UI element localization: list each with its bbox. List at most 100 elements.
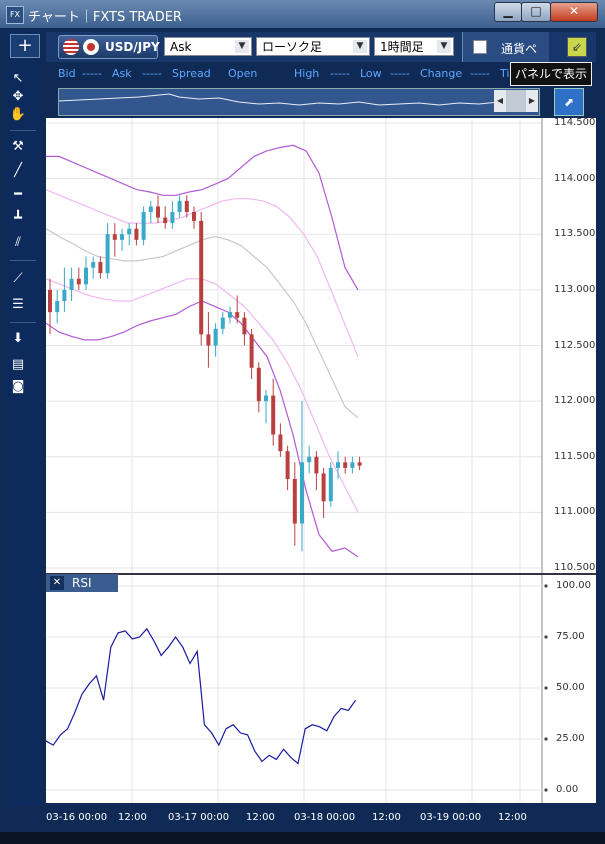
fan-icon[interactable]: ⟋ (13, 271, 23, 286)
y-tick-label: 111.000 (554, 506, 596, 518)
candle-body (264, 395, 268, 402)
candle-body (156, 206, 160, 218)
rsi-tick-label: 0.00 (556, 784, 579, 795)
close-button[interactable]: ✕ (550, 2, 598, 22)
window-title: チャート｜FXTS TRADER (28, 10, 182, 25)
candle-body (292, 479, 297, 524)
candle-body (91, 262, 96, 268)
ti-label: Ti (500, 67, 510, 80)
scroll-left-arrow[interactable]: ◀ (494, 90, 506, 112)
chart-area[interactable]: 114.500 114.000 113.500 113.000 112.500 112.0… (46, 117, 596, 803)
horizontal-line-icon[interactable]: ━ (14, 187, 22, 202)
chart-toolbar: USD/JPY Ask ▼ ローソク足 ▼ 1時間足 ▼ 通貨ペ ⇙ (46, 32, 596, 62)
navigator-bar[interactable] (58, 88, 540, 116)
currency-pair-label: USD/JPY (105, 40, 160, 54)
candle-body (256, 367, 261, 402)
bollinger-lower-outer-line (46, 300, 359, 558)
vertical-line-icon[interactable]: ┻ (14, 211, 22, 226)
toolbar-divider (10, 322, 36, 323)
price-type-value: Ask (170, 40, 192, 54)
hammer-icon[interactable]: ⚒ (12, 139, 24, 154)
add-chart-button[interactable]: + (10, 34, 40, 58)
cursor-arrow-icon[interactable]: ↖ (12, 71, 24, 86)
camera-icon[interactable]: ◙ (11, 379, 25, 394)
title-bar[interactable]: FX チャート｜FXTS TRADER ▁ □ ✕ (0, 0, 605, 28)
candle-body (170, 212, 175, 224)
minimize-button[interactable]: ▁ (494, 2, 522, 22)
change-label: Change (420, 67, 463, 80)
change-value: ----- (470, 67, 490, 80)
candle-body (206, 334, 211, 346)
candle-body (220, 317, 225, 329)
chart-canvas (46, 118, 596, 803)
navigator-toggle-button[interactable]: ⬈ (554, 88, 584, 116)
panel-checkbox[interactable] (473, 40, 487, 54)
crosshair-icon[interactable]: ✥ (12, 89, 24, 104)
candle-body (48, 289, 52, 313)
drawing-toolbar (6, 30, 40, 806)
x-tick-label: 12:00 (372, 812, 401, 823)
y-tick-label: 110.500 (554, 562, 596, 573)
candle-body (228, 312, 232, 318)
y-tick-label: 113.500 (554, 228, 596, 240)
list-icon[interactable]: ▤ (11, 357, 25, 372)
bollinger-upper-outer-line (46, 144, 359, 291)
navigator-sparkline (58, 93, 530, 106)
candle-body (163, 217, 168, 224)
ask-value: ----- (142, 67, 162, 80)
candle-body (134, 228, 139, 240)
spread-label: Spread (172, 67, 211, 80)
expand-icon[interactable]: ⇙ (567, 37, 587, 57)
close-icon[interactable]: ✕ (50, 576, 64, 590)
rsi-tick-dot (544, 737, 548, 741)
rsi-tick-label: 25.00 (556, 733, 585, 744)
navigator-scroll[interactable]: ◀ ▶ (494, 90, 538, 112)
candle-body (120, 234, 124, 240)
hand-pan-icon[interactable]: ✋ (9, 107, 27, 122)
low-label: Low (360, 67, 382, 80)
open-label: Open (228, 67, 258, 80)
scroll-right-arrow[interactable]: ▶ (526, 90, 538, 112)
bid-label: Bid (58, 67, 76, 80)
x-axis-labels: 03-16 00:00 12:00 03-17 00:00 12:00 03-18 00… (46, 808, 596, 828)
timeframe-select[interactable]: 1時間足 ▼ (374, 37, 454, 56)
chart-style-value: ローソク足 (262, 40, 323, 54)
chart-style-select[interactable]: ローソク足 ▼ (256, 37, 370, 56)
taskbar (0, 832, 605, 844)
currency-pair-button[interactable]: USD/JPY (58, 35, 160, 59)
trendline-icon[interactable]: ╱ (14, 163, 22, 178)
candle-body (314, 456, 319, 474)
candle-body (285, 451, 290, 479)
rsi-tick-dot (544, 686, 548, 690)
app-icon: FX (6, 6, 24, 24)
x-tick-label: 12:00 (118, 812, 147, 823)
price-type-select[interactable]: Ask ▼ (164, 37, 252, 56)
candle-body (199, 220, 204, 335)
candle-body (177, 200, 182, 212)
toolbar-divider (10, 130, 36, 131)
candle-body (242, 317, 247, 335)
us-flag-icon (63, 39, 79, 55)
rsi-line (46, 627, 357, 765)
candle-body (141, 212, 146, 240)
ask-label: Ask (112, 67, 132, 80)
y-tick-label: 112.000 (554, 395, 596, 407)
candle-body (105, 234, 110, 274)
candle-body (328, 467, 333, 502)
jp-flag-icon (83, 39, 99, 55)
timeframe-value: 1時間足 (380, 40, 424, 54)
rsi-tick-dot (544, 788, 548, 792)
x-tick-label: 12:00 (498, 812, 527, 823)
candle-body (213, 328, 218, 346)
fibonacci-icon[interactable]: ☰ (12, 297, 24, 312)
download-icon[interactable]: ⬇ (12, 331, 24, 346)
parallel-channel-icon[interactable]: ⫽ (15, 235, 21, 250)
chevron-down-icon: ▼ (235, 40, 249, 53)
currency-pairs-button[interactable]: 通貨ペ (462, 32, 549, 62)
candle-body (184, 200, 189, 212)
candle-body (300, 462, 304, 524)
rsi-panel-header: ✕ RSI (46, 574, 118, 592)
rsi-tick-label: 50.00 (556, 682, 585, 693)
maximize-button[interactable]: □ (521, 2, 551, 22)
y-tick-label: 114.500 (554, 117, 596, 128)
